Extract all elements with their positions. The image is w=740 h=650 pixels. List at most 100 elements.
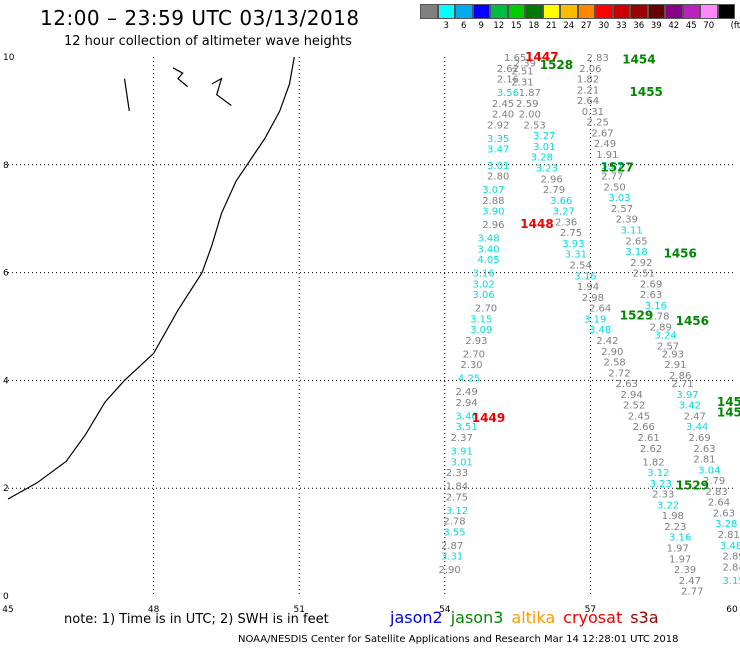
wave-height-value: 3.19 [584, 314, 606, 325]
wave-height-value: 2.42 [596, 336, 618, 347]
pass-time-label: 1448 [520, 217, 553, 231]
wave-height-value: 3.23 [650, 479, 672, 490]
color-scale-label: 12 [493, 21, 505, 31]
wave-height-value: 2.33 [446, 468, 468, 479]
wave-height-value: 2.93 [662, 349, 684, 360]
color-scale-swatch [490, 4, 508, 19]
island-path [211, 77, 232, 106]
color-scale-swatch [437, 4, 455, 19]
pass-time-label: 1529 [620, 309, 653, 323]
y-tick-label: 6 [3, 269, 9, 279]
color-scale-swatch [560, 4, 578, 19]
wave-height-value: 2.83 [587, 53, 609, 64]
legend-item-jason2: jason2 [390, 608, 443, 627]
wave-height-value: 2.84 [722, 562, 740, 573]
legend-item-altika: altika [511, 608, 556, 627]
wave-height-value: 2.00 [519, 110, 541, 121]
wave-height-value: 1.94 [577, 282, 599, 293]
wave-height-value: 2.37 [451, 433, 473, 444]
wave-height-value: 3.04 [698, 465, 720, 476]
wave-height-value: 2.45 [492, 99, 514, 110]
wave-height-value: 2.80 [487, 172, 509, 183]
wave-height-value: 2.62 [640, 444, 662, 455]
wave-height-value: 3.47 [487, 145, 509, 156]
y-tick-label: 4 [3, 376, 9, 386]
wave-height-value: 2.59 [516, 99, 538, 110]
wave-height-value: 3.66 [550, 196, 572, 207]
wave-height-value: 2.51 [633, 269, 655, 280]
color-scale-swatch [700, 4, 718, 19]
color-scale-swatch [525, 4, 543, 19]
wave-height-value: 2.33 [652, 490, 674, 501]
pass-time-label: 1457 [717, 406, 740, 420]
wave-height-value: 2.69 [688, 433, 710, 444]
wave-height-value: 1.84 [446, 482, 468, 493]
wave-height-value: 3.27 [553, 207, 575, 218]
x-tick-label: 48 [148, 605, 160, 615]
wave-height-value: 3.03 [608, 193, 630, 204]
wave-height-value: 1.98 [662, 511, 684, 522]
wave-height-value: 3.16 [669, 533, 691, 544]
wave-height-value: 2.06 [579, 64, 601, 75]
wave-height-value: 3.12 [446, 506, 468, 517]
wave-height-value: 2.49 [594, 139, 616, 150]
wave-height-value: 2.79 [543, 185, 565, 196]
wave-height-value: 2.78 [443, 517, 465, 528]
wave-height-value: 2.81 [718, 530, 740, 541]
wave-height-value: 2.64 [577, 96, 599, 107]
wave-height-value: 1.97 [669, 554, 691, 565]
wave-height-value: 2.69 [640, 279, 662, 290]
wave-height-value: 2.96 [482, 220, 504, 231]
pass-time-label: 1456 [663, 247, 696, 261]
wave-height-value: 4.25 [458, 374, 480, 385]
wave-height-value: 3.46 [456, 411, 478, 422]
wave-height-value: 3.18 [625, 247, 647, 258]
legend-item-jason3: jason3 [450, 608, 504, 627]
wave-height-value: 3.90 [482, 207, 504, 218]
color-scale-label: 24 [563, 21, 575, 31]
wave-height-value: 2.90 [601, 347, 623, 358]
wave-height-value: 2.21 [577, 85, 599, 96]
footer-note: note: 1) Time is in UTC; 2) SWH is in fe… [64, 612, 329, 627]
grid-lines [8, 57, 736, 596]
wave-height-value: 2.63 [693, 444, 715, 455]
pass-time-label: 1456 [676, 314, 709, 328]
wave-height-value: 3.16 [472, 269, 494, 280]
color-scale-swatch [612, 4, 630, 19]
pass-time-label: 1528 [540, 58, 573, 72]
wave-height-value: 2.72 [608, 368, 630, 379]
wave-height-value: 2.94 [456, 398, 478, 409]
wave-height-value: 2.39 [514, 58, 536, 69]
y-tick-label: 0 [3, 592, 9, 602]
wave-height-value: 2.70 [475, 304, 497, 315]
y-tick-label: 10 [3, 53, 15, 63]
wave-height-value: 3.48 [477, 234, 499, 245]
wave-height-value: 3.16 [645, 301, 667, 312]
wave-height-value: 2.49 [456, 387, 478, 398]
wave-height-value: 2.92 [630, 258, 652, 269]
wave-height-value: 2.31 [511, 77, 533, 88]
wave-height-value: 3.07 [482, 185, 504, 196]
pass-time-label: 1457 [717, 395, 740, 409]
wave-height-value: 2.91 [664, 360, 686, 371]
wave-height-value: 2.94 [621, 390, 643, 401]
color-scale-unit: (ft) [730, 21, 740, 31]
wave-height-value: 2.39 [674, 565, 696, 576]
color-scale-swatch [630, 4, 648, 19]
wave-height-value: 2.96 [540, 174, 562, 185]
wave-height-value: 2.47 [679, 576, 701, 587]
color-scale-swatch [647, 4, 665, 19]
color-scale-label: 27 [580, 21, 592, 31]
legend-item-cryosat: cryosat [563, 608, 623, 627]
y-tick-label: 8 [3, 161, 9, 171]
wave-height-value: 2.83 [705, 487, 727, 498]
wave-height-value: 2.75 [446, 492, 468, 503]
wave-height-value: 3.02 [472, 279, 494, 290]
wave-height-value: 2.78 [647, 312, 669, 323]
satellite-legend: jason2 jason3 altika cryosat s3a [390, 608, 667, 627]
wave-height-value: 2.62 [497, 64, 519, 75]
page-title: 12:00 – 23:59 UTC 03/13/2018 [40, 6, 360, 30]
color-scale-swatch [577, 4, 595, 19]
color-scale-label: 36 [633, 21, 645, 31]
